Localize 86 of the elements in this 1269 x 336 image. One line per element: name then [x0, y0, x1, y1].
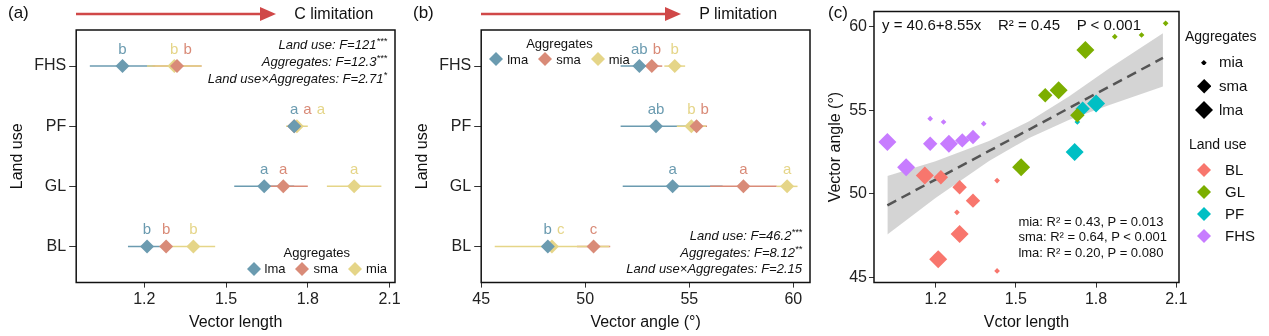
legend-label: sma — [313, 261, 339, 277]
data-label: b — [687, 99, 696, 117]
y-axis-title: Land use — [413, 123, 431, 190]
data-label: a — [782, 160, 792, 178]
annotation: Aggregates: F=8.12$^{**}$ — [680, 244, 802, 261]
x-axis-title: Vctor length — [983, 312, 1070, 330]
data-label: b — [670, 39, 679, 57]
x-tick-label: 2.1 — [378, 289, 401, 307]
data-label: c — [556, 220, 565, 238]
annotation: Land use: F=46.2$^{***}$ — [689, 227, 802, 244]
y-tick-label: GL — [449, 176, 472, 194]
x-tick-label: 1.5 — [214, 289, 238, 307]
data-label: c — [589, 220, 598, 238]
legend-label: BL — [1225, 161, 1244, 180]
y-tick-label: BL — [451, 236, 472, 254]
annotation: Land use: F=121$^{***}$ — [278, 36, 387, 53]
data-label: b — [700, 99, 709, 117]
annotation: Land use×Aggregates: F=2.15 — [626, 261, 802, 277]
legend-label: sma — [1219, 77, 1248, 96]
legend-label: FHS — [1225, 227, 1255, 246]
annotation: Land use×Aggregates: F=2.71$^{*}$ — [207, 69, 387, 87]
data-label: b — [142, 220, 152, 238]
legend-title: Land use — [1189, 136, 1248, 154]
data-label: b — [652, 39, 662, 57]
legend-label: sma — [556, 51, 581, 68]
annotation: lma: R² = 0.20, P = 0.080 — [1018, 245, 1164, 261]
data-label: b — [189, 220, 198, 238]
legend-label: PF — [1225, 205, 1245, 224]
data-label: a — [260, 160, 270, 178]
y-tick-label: BL — [46, 236, 67, 254]
annotation: sma: R² = 0.64, P < 0.001 — [1018, 229, 1167, 245]
data-label: a — [290, 99, 300, 117]
data-label: a — [279, 160, 289, 178]
x-tick-label: 50 — [576, 289, 595, 307]
data-label: a — [349, 160, 359, 178]
annotation: Aggregates: F=12.3$^{***}$ — [261, 52, 387, 70]
x-tick-label: 1.2 — [924, 289, 947, 307]
data-label: ab — [631, 39, 648, 57]
y-tick-label: PF — [450, 116, 472, 134]
data-label: a — [316, 99, 326, 117]
data-label: b — [170, 39, 179, 57]
x-tick-label: 2.1 — [1165, 289, 1188, 307]
text: C limitation — [294, 4, 374, 24]
text: Aggregates — [1185, 27, 1257, 45]
legend-title: Aggregates — [525, 36, 594, 52]
legend-label: GL — [1225, 183, 1246, 202]
data-label: a — [739, 160, 749, 178]
x-tick-label: 1.5 — [1004, 289, 1028, 307]
data-label: a — [668, 160, 678, 178]
chart-title: (c) — [828, 3, 848, 24]
x-axis-title: Vector length — [188, 312, 283, 330]
x-tick-label: 45 — [472, 289, 491, 307]
y-tick-label: GL — [44, 176, 67, 194]
y-tick-label: 55 — [849, 100, 868, 118]
annotation: y = 40.6+8.55x R² = 0.45 P < 0.001 — [881, 15, 1142, 34]
y-tick-label: PF — [45, 116, 67, 134]
data-label: b — [118, 39, 127, 57]
y-tick-label: 60 — [849, 17, 868, 35]
y-tick-label: 45 — [849, 267, 868, 285]
data-label: b — [543, 220, 552, 238]
chart-title: (a) — [8, 3, 29, 24]
chart-title: (b) — [413, 3, 434, 24]
annotation: mia: R² = 0.43, P = 0.013 — [1018, 213, 1164, 229]
legend-label: lma — [1219, 101, 1244, 120]
data-label: ab — [647, 99, 665, 117]
legend-label: mia — [608, 51, 630, 68]
data-label: a — [303, 99, 313, 117]
x-tick-label: 1.2 — [133, 289, 156, 307]
data-label: b — [161, 220, 171, 238]
x-tick-label: 1.8 — [296, 289, 320, 307]
x-tick-label: 1.8 — [1084, 289, 1108, 307]
text: P limitation — [699, 4, 778, 24]
y-tick-label: FHS — [34, 56, 67, 74]
x-tick-label: 55 — [680, 289, 699, 307]
x-axis-title: Vector angle (°) — [590, 312, 701, 330]
legend-label: mia — [1219, 53, 1244, 72]
legend-label: lma — [264, 261, 286, 277]
data-label: b — [183, 39, 192, 57]
y-tick-label: FHS — [439, 56, 472, 74]
y-axis-title: Vector angle (°) — [826, 91, 844, 203]
legend-title: Aggregates — [282, 245, 351, 262]
y-axis-title: Land use — [8, 123, 26, 190]
y-tick-label: 50 — [849, 184, 868, 202]
x-tick-label: 60 — [784, 289, 803, 307]
legend-label: lma — [507, 51, 529, 68]
legend-label: mia — [366, 261, 387, 277]
